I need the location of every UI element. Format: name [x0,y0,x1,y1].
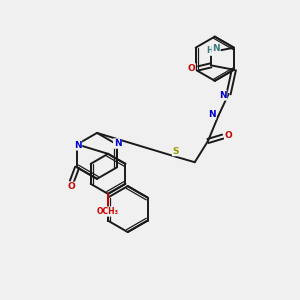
Text: N: N [212,44,220,53]
Text: H: H [206,46,213,55]
Text: N: N [219,91,226,100]
Text: O: O [67,182,75,191]
Text: N: N [208,110,216,119]
Text: S: S [172,146,179,155]
Text: O: O [187,64,195,73]
Text: OCH₃: OCH₃ [97,207,119,216]
Text: N: N [114,139,121,148]
Text: N: N [74,141,82,150]
Text: O: O [225,130,232,140]
